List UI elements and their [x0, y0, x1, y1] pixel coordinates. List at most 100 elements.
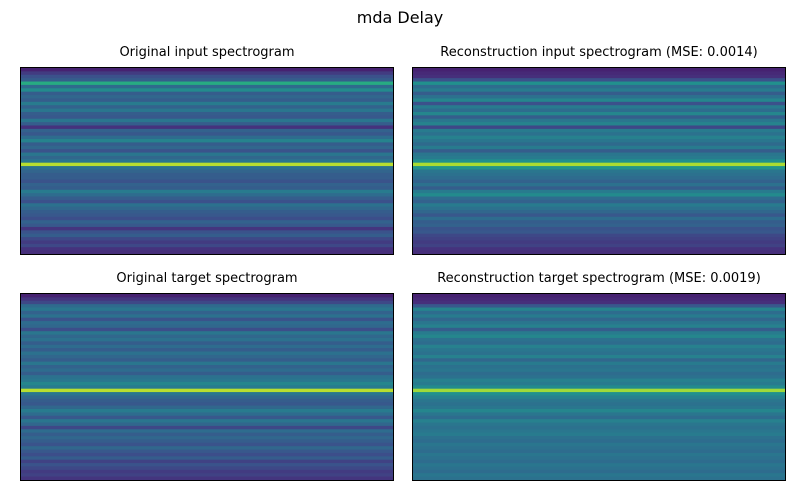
heatmap-band	[413, 115, 785, 120]
heatmap-band	[21, 240, 393, 245]
heatmap-band	[413, 81, 785, 86]
heatmap-band	[413, 196, 785, 201]
heatmap-band	[21, 155, 393, 160]
heatmap-band	[21, 317, 393, 322]
panel-title: Reconstruction target spectrogram (MSE: …	[437, 271, 761, 286]
heatmap-band	[413, 95, 785, 100]
heatmap-band	[413, 91, 785, 96]
heatmap-band	[413, 169, 785, 174]
heatmap-band	[21, 385, 393, 390]
heatmap-band	[21, 98, 393, 103]
heatmap-band	[413, 230, 785, 235]
heatmap-band	[21, 203, 393, 208]
heatmap-band	[413, 237, 785, 242]
heatmap-band	[413, 351, 785, 356]
heatmap-svg	[413, 294, 785, 480]
heatmap-band	[413, 388, 785, 393]
heatmap-band	[413, 118, 785, 123]
heatmap-band	[413, 476, 785, 480]
panel-title: Reconstruction input spectrogram (MSE: 0…	[440, 45, 758, 60]
heatmap-band	[21, 337, 393, 342]
heatmap-band	[21, 402, 393, 407]
heatmap-band	[21, 459, 393, 464]
heatmap-band	[413, 243, 785, 248]
heatmap-band	[21, 226, 393, 231]
heatmap-band	[21, 149, 393, 154]
heatmap-band	[413, 324, 785, 329]
heatmap-band	[413, 220, 785, 225]
heatmap-band	[413, 213, 785, 218]
heatmap-band	[21, 152, 393, 157]
heatmap-band	[21, 446, 393, 451]
heatmap-band	[413, 395, 785, 400]
heatmap-band	[21, 216, 393, 221]
heatmap-band	[413, 331, 785, 336]
heatmap-band	[21, 220, 393, 225]
heatmap-band	[21, 425, 393, 430]
heatmap-band	[413, 344, 785, 349]
heatmap-band	[21, 358, 393, 363]
heatmap-band	[413, 354, 785, 359]
heatmap-band	[21, 111, 393, 116]
heatmap-band	[413, 182, 785, 187]
heatmap-band	[21, 310, 393, 315]
heatmap-band	[21, 351, 393, 356]
heatmap-band	[21, 422, 393, 427]
heatmap-band	[413, 310, 785, 315]
heatmap-band	[413, 240, 785, 245]
heatmap-band	[21, 365, 393, 369]
heatmap-band	[21, 368, 393, 373]
figure-title: mda Delay	[356, 8, 444, 27]
heatmap-band	[413, 365, 785, 369]
heatmap-band	[21, 436, 393, 441]
heatmap-band	[21, 415, 393, 420]
heatmap-band	[21, 429, 393, 434]
panel-reconstruction-input: Reconstruction input spectrogram (MSE: 0…	[412, 45, 786, 255]
heatmap-band	[21, 300, 393, 305]
heatmap-band	[21, 128, 393, 133]
heatmap-band	[21, 469, 393, 474]
heatmap-band	[413, 378, 785, 383]
heatmap-band	[413, 449, 785, 454]
heatmap-band	[413, 139, 785, 143]
heatmap-band	[21, 456, 393, 461]
heatmap-band	[413, 392, 785, 397]
heatmap-band	[413, 415, 785, 420]
heatmap-band	[413, 142, 785, 147]
heatmap-band	[413, 422, 785, 427]
heatmap-band	[21, 432, 393, 437]
heatmap-band	[413, 466, 785, 471]
heatmap-band	[413, 432, 785, 437]
heatmap-band	[21, 132, 393, 137]
heatmap-band	[21, 344, 393, 349]
heatmap-band	[21, 388, 393, 393]
heatmap-band	[21, 210, 393, 215]
heatmap-band	[413, 210, 785, 215]
heatmap-band	[413, 436, 785, 441]
heatmap-band	[21, 125, 393, 130]
heatmap-band	[21, 182, 393, 187]
heatmap-band	[21, 392, 393, 397]
heatmap-band	[413, 321, 785, 326]
heatmap-band	[21, 405, 393, 410]
heatmap-band	[21, 88, 393, 93]
heatmap-band	[413, 459, 785, 464]
heatmap-band	[21, 463, 393, 468]
heatmap-band	[21, 139, 393, 143]
heatmap-band	[413, 233, 785, 238]
heatmap-band	[413, 128, 785, 133]
heatmap-band	[413, 162, 785, 167]
spectrogram-heatmap	[20, 67, 394, 255]
heatmap-band	[413, 98, 785, 103]
heatmap-band	[413, 193, 785, 198]
heatmap-band	[21, 186, 393, 191]
heatmap-band	[413, 371, 785, 376]
heatmap-band	[21, 115, 393, 120]
heatmap-band	[21, 91, 393, 96]
heatmap-band	[21, 176, 393, 181]
heatmap-band	[413, 408, 785, 413]
heatmap-band	[21, 166, 393, 171]
heatmap-band	[21, 223, 393, 228]
heatmap-band	[413, 381, 785, 386]
heatmap-band	[413, 216, 785, 221]
